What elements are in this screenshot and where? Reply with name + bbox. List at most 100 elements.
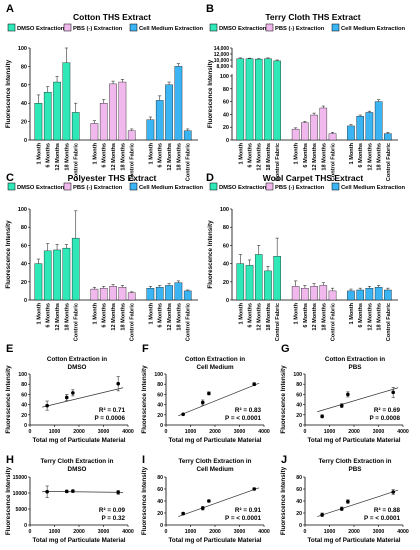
legend-swatch: [7, 23, 16, 32]
y-tick-label: 40: [296, 499, 302, 505]
y-tick-label: 20: [21, 280, 27, 286]
bar-0-3: [62, 62, 71, 141]
category-label: 1 Month: [238, 302, 244, 324]
chart-title-line1: Terry Cloth Extraction in: [178, 458, 251, 465]
chart-title: Wool Carpet THS Extract: [263, 173, 364, 183]
y-tick-label: 0: [226, 138, 229, 144]
category-label: 1 Month: [92, 142, 98, 164]
y-tick-label: 60: [223, 243, 229, 249]
bar-1-1: [99, 103, 108, 141]
category-label: Control Fabric: [74, 303, 80, 341]
y-axis-label: Fluorescence Intensity: [280, 365, 287, 434]
category-label: 12 Months: [55, 143, 61, 171]
data-point-3: [116, 490, 120, 495]
bar-2-1: [155, 100, 164, 141]
y-tick-label: 60: [157, 392, 163, 398]
y-tick-label: 20: [21, 120, 27, 126]
panel-letter: B: [206, 3, 214, 15]
y-tick-label: 100: [18, 46, 27, 52]
y-tick-label: 15000: [13, 475, 28, 481]
category-label: 1 Month: [349, 142, 355, 164]
category-label: 6 Months: [102, 303, 108, 328]
x-tick-label: 3000: [234, 529, 246, 535]
y-tick-label: 20: [157, 413, 163, 419]
category-label: 6 Months: [46, 303, 52, 328]
chart-title-line1: Terry Cloth Extraction in: [318, 458, 391, 465]
data-point-1: [64, 395, 69, 400]
data-point-0: [181, 412, 185, 417]
category-label: Control Fabric: [275, 303, 281, 341]
chart-title-line2: PBS: [349, 364, 362, 371]
y-tick-label: 0: [160, 523, 163, 529]
x-tick-label: 3000: [234, 429, 246, 435]
legend-label: DMSO Extraction: [17, 26, 65, 32]
chart-title-line1: Cotton Extraction in: [185, 356, 245, 363]
legend-label: Cell Medium Extraction: [341, 26, 406, 32]
panel-letter: D: [206, 172, 214, 184]
x-axis-label: Total mg of Particulate Material: [169, 537, 262, 544]
legend-label: PBS (-) Extraction: [73, 185, 123, 191]
x-tick-label: 2000: [348, 529, 360, 535]
legend-swatch: [265, 182, 274, 191]
y-tick-label: 80: [223, 225, 229, 231]
bar-0-4: [71, 112, 80, 141]
category-label: Control Fabric: [130, 303, 136, 341]
y-tick-label: 60: [157, 487, 163, 493]
x-tick-label: 1000: [324, 529, 336, 535]
y-tick-label: 0: [24, 523, 27, 529]
x-axis-label: Total mg of Particulate Material: [169, 437, 262, 444]
category-label: 12 Months: [55, 303, 61, 331]
legend-swatch: [331, 182, 340, 191]
y-tick-label: 40: [21, 262, 27, 268]
panel-letter: H: [6, 454, 14, 466]
y-tick-label: 100: [18, 207, 27, 213]
bar-1-1: [301, 287, 309, 301]
x-axis-label: Total mg of Particulate Material: [308, 437, 401, 444]
stat-r2: R² = 0.88: [374, 507, 401, 514]
x-tick-label: 1000: [324, 429, 336, 435]
category-label: 1 Month: [92, 302, 98, 324]
category-label: 1 Month: [294, 302, 300, 324]
bar-0-4: [71, 237, 80, 301]
data-point-2: [346, 392, 350, 397]
data-point-1: [200, 400, 205, 405]
fit-line: [317, 489, 399, 517]
y-axis-label: Fluorescence Intensity: [5, 466, 12, 535]
bar-2-0: [146, 287, 155, 301]
legend-label: Cell Medium Extraction: [341, 185, 406, 191]
y-tick-label: 40: [157, 499, 163, 505]
category-label: 18 Months: [377, 303, 383, 331]
y-tick-label: 60: [21, 83, 27, 89]
data-point-0: [45, 489, 49, 494]
bar-0-0: [34, 263, 43, 301]
bar-0-1: [245, 265, 254, 301]
data-point-3: [252, 382, 256, 387]
bar-2-2: [165, 285, 173, 301]
category-label: 18 Months: [377, 143, 383, 171]
category-label: Control Fabric: [275, 143, 281, 181]
x-tick-label: 4000: [258, 529, 270, 535]
x-tick-label: 4000: [122, 529, 134, 535]
bar-0-2: [53, 81, 61, 141]
bar-0-2: [53, 249, 61, 301]
category-label: Control Fabric: [74, 143, 80, 181]
x-tick-label: 3000: [373, 429, 385, 435]
category-label: 18 Months: [120, 143, 126, 171]
bar-2-3: [174, 66, 183, 141]
y-tick-label: 0: [24, 423, 27, 429]
y-tick-label: 12,000: [214, 52, 230, 58]
category-label: 12 Months: [111, 303, 117, 331]
data-point-2: [71, 489, 75, 493]
bar-2-2: [365, 112, 374, 141]
x-tick-label: 3000: [98, 429, 110, 435]
bar-2-1: [356, 289, 364, 301]
y-tick-label: 20: [223, 125, 229, 131]
bar-2-4: [183, 130, 192, 141]
y-tick-label: 80: [296, 475, 302, 481]
x-tick-label: 1000: [49, 429, 61, 435]
category-label: 1 Month: [349, 302, 355, 324]
chart-title-line2: DMSO: [68, 364, 87, 371]
bar-0-4: [273, 256, 281, 301]
